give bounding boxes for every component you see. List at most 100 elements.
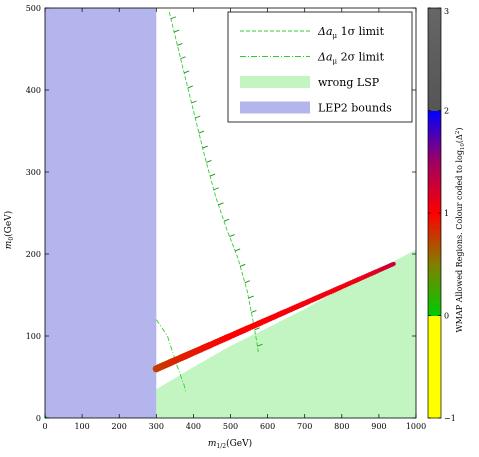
colorbar-segment [428, 336, 441, 340]
y-axis-ticks: 0 100 200 300 400 500 [26, 4, 416, 423]
legend-label: Δaμ 1σ limit [317, 25, 385, 40]
colorbar-segment [428, 14, 441, 19]
limit-1sigma-hatch [191, 100, 197, 104]
colorbar-segment [428, 120, 441, 125]
colorbar-segment [428, 247, 441, 252]
legend: Δaμ 1σ limit Δaμ 2σ limit wrong LSP LEP2 bo… [227, 11, 413, 123]
colorbar-segment [428, 192, 441, 197]
colorbar-segment [428, 236, 441, 241]
colorbar-segment [428, 298, 441, 303]
colorbar-segment [428, 141, 441, 146]
lep2-region [45, 8, 157, 418]
colorbar-segment [428, 127, 441, 132]
colorbar-segment [428, 383, 441, 388]
colorbar-segment [428, 199, 441, 204]
colorbar-segment [428, 137, 441, 142]
colorbar-segment [428, 216, 441, 221]
plot-regions [45, 8, 416, 418]
colorbar-segment [428, 72, 441, 77]
colorbar-segment [428, 390, 441, 395]
colorbar-segment [428, 274, 441, 279]
colorbar-segment [428, 346, 441, 351]
colorbar-segment [428, 295, 441, 299]
x-tick-label: 900 [371, 422, 386, 431]
limit-1sigma-hatch [170, 16, 177, 20]
colorbar-segment [428, 223, 441, 228]
limit-1sigma-hatch [187, 85, 194, 89]
colorbar-segment [428, 219, 441, 224]
colorbar-segment [428, 284, 441, 289]
colorbar-segment [428, 322, 441, 327]
colorbar-segment [428, 45, 441, 50]
limit-1sigma-hatch [244, 280, 251, 284]
limit-2sigma-line [155, 319, 187, 394]
y-axis-label: m0(GeV) [3, 211, 15, 249]
colorbar-segment [428, 240, 441, 245]
colorbar-segment [428, 124, 441, 129]
colorbar-segment [428, 243, 441, 248]
colorbar-tick-label: 3 [444, 7, 449, 16]
colorbar-segment [428, 195, 441, 200]
x-tick-label: 700 [297, 422, 312, 431]
colorbar-segment [428, 291, 441, 296]
colorbar-segment [428, 25, 441, 29]
colorbar-segment [428, 356, 441, 361]
colorbar-segment [428, 332, 441, 337]
colorbar-segment [428, 260, 441, 265]
colorbar-segment [428, 305, 441, 310]
colorbar-segment [428, 308, 441, 313]
colorbar-segment [428, 172, 441, 176]
limit-1sigma-hatch [248, 295, 254, 299]
x-tick-label: 300 [149, 422, 164, 431]
limit-1sigma-hatch [257, 343, 263, 347]
y-tick-label: 500 [26, 4, 41, 13]
colorbar-segment [428, 49, 441, 53]
colorbar-segment [428, 96, 441, 101]
colorbar-segment [428, 11, 441, 16]
x-axis-ticks: 0 100 200 300 400 500 600 700 800 900 1000 [42, 8, 426, 431]
colorbar-segment [428, 264, 441, 269]
legend-label: Δaμ 2σ limit [317, 51, 385, 66]
colorbar-segment [428, 117, 441, 122]
colorbar-segment [428, 178, 441, 183]
colorbar-segment [428, 151, 441, 156]
x-axis-label: m1/2(GeV) [208, 438, 252, 450]
colorbar-segment [428, 59, 441, 64]
y-tick-label: 200 [26, 250, 41, 259]
colorbar-segment [428, 83, 441, 88]
limit-1sigma-hatch [206, 160, 212, 163]
limit-1sigma-hatch [251, 310, 257, 313]
colorbar-segment [428, 154, 441, 159]
colorbar-segment [428, 366, 441, 371]
colorbar-segment [428, 288, 441, 293]
x-tick-label: 400 [186, 422, 201, 431]
colorbar-segment [428, 79, 441, 84]
colorbar-segment [428, 411, 441, 416]
legend-label: LEP2 bounds [318, 102, 392, 115]
colorbar-tick-label: 1 [444, 209, 449, 218]
colorbar-tick-label: 2 [444, 107, 449, 116]
limit-1sigma-hatch [223, 218, 230, 222]
colorbar-segment [428, 349, 441, 354]
colorbar-segment [428, 107, 441, 111]
colorbar-segment [428, 407, 441, 412]
colorbar-segment [428, 189, 441, 193]
limit-1sigma-hatch [183, 70, 190, 74]
colorbar-segment [428, 315, 441, 320]
colorbar-segment [428, 254, 441, 258]
colorbar-segment [428, 134, 441, 139]
colorbar-segment [428, 38, 441, 43]
colorbar-segment [428, 209, 441, 214]
colorbar-segment [428, 35, 441, 40]
limit-1sigma-hatch [180, 56, 186, 60]
colorbar-segment [428, 90, 441, 94]
colorbar-segment [428, 359, 441, 364]
legend-swatch [240, 101, 310, 114]
colorbar-segment [428, 277, 441, 282]
y-tick-label: 100 [26, 332, 41, 341]
colorbar-segment [428, 100, 441, 105]
colorbar-segment [428, 230, 441, 234]
limit-1sigma-hatch [240, 263, 246, 267]
colorbar-segment [428, 182, 441, 187]
